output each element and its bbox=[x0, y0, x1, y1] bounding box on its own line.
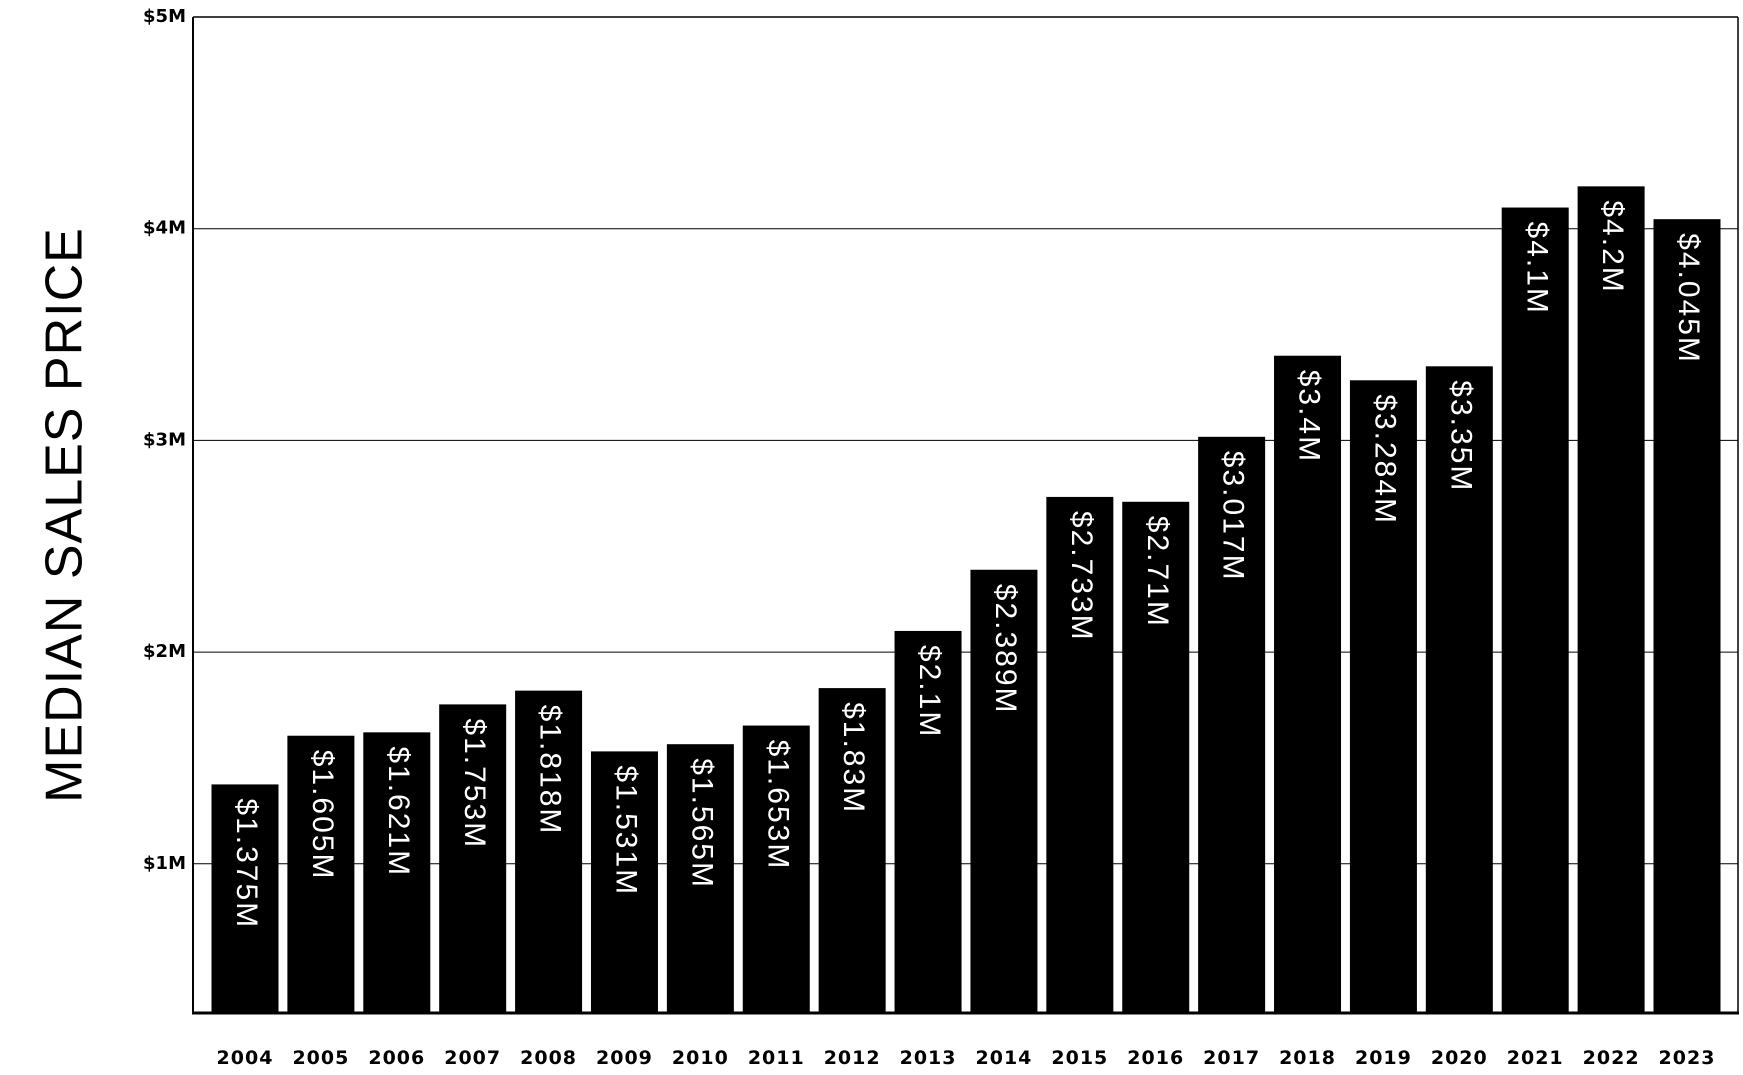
bar-value-label-2017: $3.017M bbox=[1217, 451, 1250, 582]
bar-value-label-2018: $3.4M bbox=[1293, 370, 1326, 463]
bar-2022 bbox=[1577, 186, 1645, 1013]
bar-2021 bbox=[1501, 207, 1569, 1012]
bar-labels: $1.375M $1.605M $1.621M $1.753M $1.818M $1.53… bbox=[230, 200, 1705, 929]
y-tick-label: $4M bbox=[143, 218, 186, 239]
bar-2011 bbox=[742, 725, 810, 1012]
x-tick-label: 2008 bbox=[520, 1047, 577, 1069]
bars bbox=[211, 186, 1721, 1013]
bar-2008 bbox=[515, 690, 583, 1012]
x-tick-label: 2020 bbox=[1431, 1047, 1488, 1069]
x-tick-label: 2023 bbox=[1659, 1047, 1716, 1069]
bar-2017 bbox=[1198, 436, 1266, 1013]
x-tick-label: 2005 bbox=[292, 1047, 349, 1069]
bar-value-label-2021: $4.1M bbox=[1520, 222, 1553, 315]
x-tick-label: 2016 bbox=[1127, 1047, 1184, 1069]
bar-2012 bbox=[818, 688, 886, 1012]
x-tick-label: 2009 bbox=[596, 1047, 653, 1069]
bar-value-label-2014: $2.389M bbox=[989, 584, 1022, 715]
y-tick-label: $2M bbox=[143, 641, 186, 662]
bar-value-label-2009: $1.531M bbox=[610, 765, 643, 896]
bar-value-label-2007: $1.753M bbox=[458, 718, 491, 849]
bar-value-label-2008: $1.818M bbox=[534, 705, 567, 836]
bar-value-label-2010: $1.565M bbox=[685, 758, 718, 889]
bar-2023 bbox=[1653, 219, 1721, 1012]
x-tick-label: 2022 bbox=[1583, 1047, 1640, 1069]
bar-value-label-2011: $1.653M bbox=[761, 740, 794, 871]
bar-2018 bbox=[1274, 355, 1342, 1013]
bar-value-label-2006: $1.621M bbox=[382, 746, 415, 877]
bar-value-label-2019: $3.284M bbox=[1368, 394, 1401, 525]
y-axis-label: MEDIAN SALES PRICE bbox=[36, 227, 94, 803]
plot-frame bbox=[192, 16, 1739, 1015]
x-tick-label: 2012 bbox=[824, 1047, 881, 1069]
bar-2007 bbox=[439, 704, 507, 1012]
bar-2004 bbox=[211, 784, 279, 1012]
bar-2013 bbox=[894, 630, 962, 1012]
bar-2010 bbox=[666, 744, 734, 1012]
bar-value-label-2023: $4.045M bbox=[1672, 233, 1705, 364]
bar-2005 bbox=[287, 735, 355, 1012]
x-tick-label: 2010 bbox=[672, 1047, 729, 1069]
bar-value-label-2013: $2.1M bbox=[913, 645, 946, 738]
bar-value-label-2020: $3.35M bbox=[1444, 380, 1477, 492]
bar-value-label-2015: $2.733M bbox=[1065, 511, 1098, 642]
y-tick-label: $1M bbox=[143, 853, 186, 874]
bar-value-label-2004: $1.375M bbox=[230, 798, 263, 929]
bar-2006 bbox=[363, 732, 431, 1012]
bar-value-label-2022: $4.2M bbox=[1596, 200, 1629, 293]
x-tick-label: 2013 bbox=[900, 1047, 957, 1069]
x-tick-label: 2014 bbox=[976, 1047, 1033, 1069]
y-axis-label-group: MEDIAN SALES PRICE bbox=[36, 227, 94, 803]
bar-2009 bbox=[590, 751, 658, 1012]
bar-value-label-2012: $1.83M bbox=[837, 702, 870, 814]
bar-2016 bbox=[1122, 501, 1190, 1012]
x-tick-label: 2021 bbox=[1507, 1047, 1564, 1069]
x-tick-label: 2004 bbox=[217, 1047, 274, 1069]
y-tick-label: $5M bbox=[143, 6, 186, 27]
x-tick-label: 2017 bbox=[1203, 1047, 1260, 1069]
bar-value-label-2016: $2.71M bbox=[1141, 516, 1174, 628]
x-tick-label: 2011 bbox=[748, 1047, 805, 1069]
x-axis-ticks: 2004 2005 2006 2007 2008 2009 2010 2011 2012 2013… bbox=[217, 1047, 1716, 1069]
x-tick-label: 2019 bbox=[1355, 1047, 1412, 1069]
x-tick-label: 2018 bbox=[1279, 1047, 1336, 1069]
y-tick-label: $3M bbox=[143, 429, 186, 450]
y-axis-ticks: $1M $2M $3M $4M $5M bbox=[143, 6, 186, 874]
bar-2020 bbox=[1425, 366, 1493, 1013]
bar-2015 bbox=[1046, 496, 1114, 1012]
bar-value-label-2005: $1.605M bbox=[306, 750, 339, 881]
bar-2019 bbox=[1349, 380, 1417, 1012]
x-tick-label: 2006 bbox=[368, 1047, 425, 1069]
x-tick-label: 2015 bbox=[1051, 1047, 1108, 1069]
x-tick-label: 2007 bbox=[444, 1047, 501, 1069]
bar-2014 bbox=[970, 569, 1038, 1012]
